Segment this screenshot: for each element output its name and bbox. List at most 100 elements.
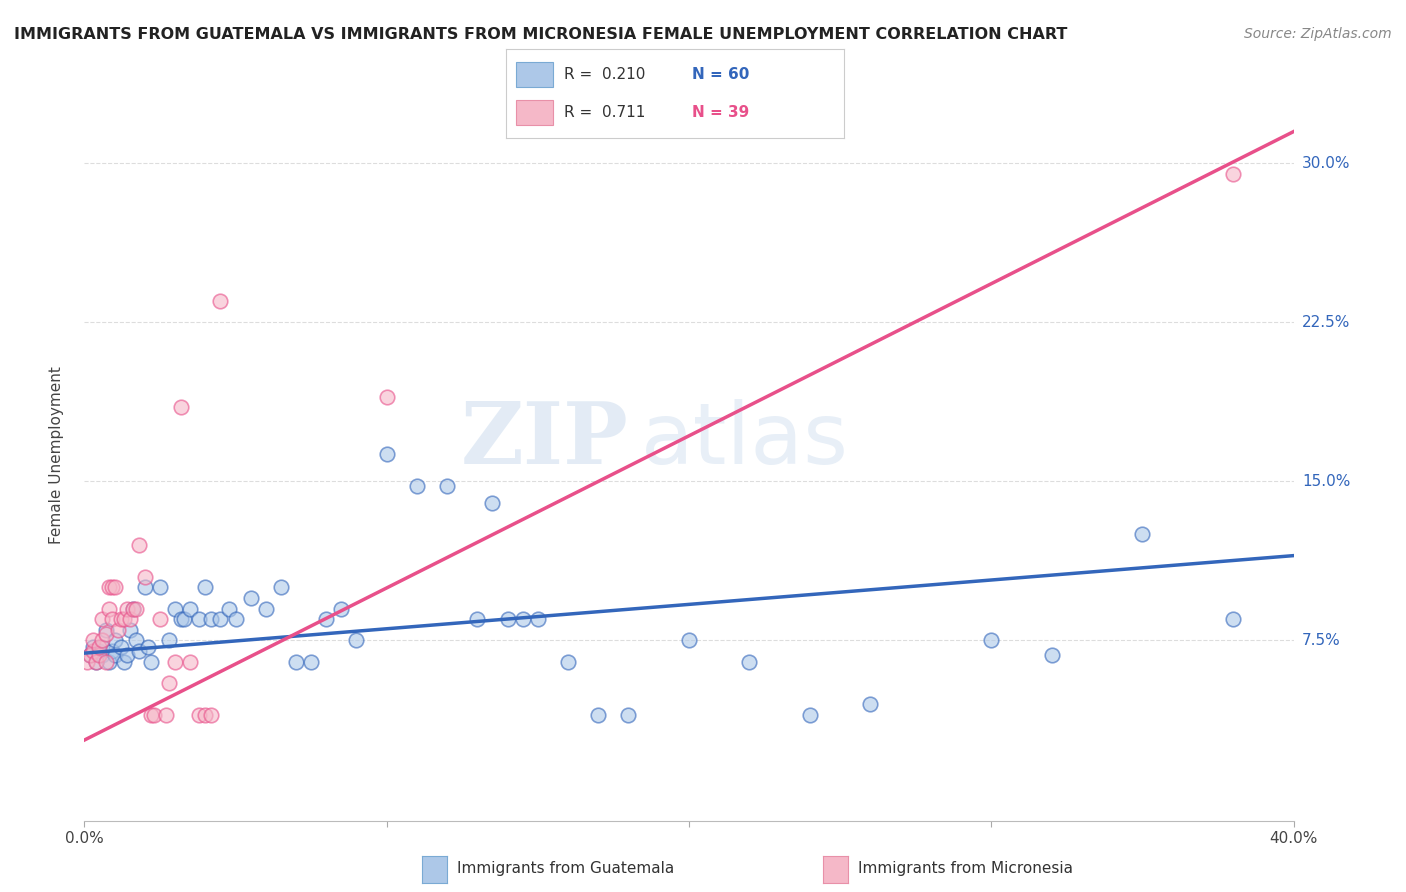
Point [79, 648, 101, 663]
Point [200, 707, 222, 722]
Point [100, 644, 122, 658]
Point [121, 601, 143, 615]
Text: N = 39: N = 39 [692, 105, 749, 120]
Point [91, 648, 114, 663]
Point [76, 655, 98, 669]
Point [209, 612, 232, 626]
Text: ZIP: ZIP [461, 399, 628, 483]
Point [125, 633, 148, 648]
Point [526, 612, 548, 626]
Point [91, 633, 114, 648]
Point [481, 495, 503, 509]
Point [94, 623, 117, 637]
Text: Immigrants from Micronesia: Immigrants from Micronesia [858, 862, 1073, 876]
Point [139, 707, 162, 722]
Point [188, 707, 211, 722]
Point [115, 648, 138, 663]
Point [112, 612, 135, 626]
Text: 7.5%: 7.5% [1302, 633, 1340, 648]
Point [125, 601, 148, 615]
Point [859, 697, 882, 711]
Point [157, 633, 180, 648]
Point [86, 655, 108, 669]
Point [346, 633, 368, 648]
Point [128, 538, 150, 552]
Point [799, 707, 821, 722]
Point [118, 623, 141, 637]
Point [104, 648, 127, 663]
Point [270, 581, 292, 595]
Point [97, 655, 120, 669]
Point [678, 633, 700, 648]
Point [467, 612, 489, 626]
Text: R =  0.711: R = 0.711 [564, 105, 645, 120]
Bar [516, 62, 554, 87]
Point [512, 612, 534, 626]
Point [100, 581, 122, 595]
Point [496, 612, 519, 626]
Text: 22.5%: 22.5% [1302, 315, 1350, 330]
Point [557, 655, 579, 669]
Point [134, 570, 156, 584]
Point [738, 655, 761, 669]
Point [200, 612, 222, 626]
Point [188, 612, 211, 626]
Point [128, 644, 150, 658]
Point [315, 612, 337, 626]
Point [194, 707, 217, 722]
Point [79, 648, 101, 663]
Point [588, 707, 610, 722]
Point [1222, 167, 1244, 181]
Point [218, 601, 240, 615]
Point [118, 612, 141, 626]
Point [170, 401, 193, 415]
Point [149, 581, 172, 595]
Point [299, 655, 322, 669]
Point [107, 623, 129, 637]
Point [89, 640, 111, 654]
Point [1222, 612, 1244, 626]
Point [82, 640, 104, 654]
Point [97, 581, 120, 595]
Point [225, 612, 247, 626]
Point [239, 591, 262, 605]
Point [284, 655, 308, 669]
Point [194, 581, 217, 595]
Text: Source: ZipAtlas.com: Source: ZipAtlas.com [1244, 27, 1392, 41]
Text: 15.0%: 15.0% [1302, 474, 1350, 489]
Point [142, 707, 165, 722]
Point [980, 633, 1002, 648]
Point [139, 655, 162, 669]
Point [173, 612, 195, 626]
Point [94, 655, 117, 669]
Point [97, 601, 120, 615]
Point [136, 640, 159, 654]
Point [82, 633, 104, 648]
Point [91, 612, 114, 626]
Point [89, 644, 111, 658]
Point [406, 478, 429, 492]
Point [86, 655, 108, 669]
Point [209, 294, 232, 309]
Point [617, 707, 640, 722]
Point [149, 612, 172, 626]
Point [330, 601, 353, 615]
Text: atlas: atlas [641, 399, 849, 482]
Text: R =  0.210: R = 0.210 [564, 67, 645, 82]
Point [94, 627, 117, 641]
Point [155, 707, 177, 722]
Point [82, 644, 104, 658]
Point [89, 648, 111, 663]
Point [436, 478, 458, 492]
Point [112, 655, 135, 669]
Point [179, 601, 201, 615]
Point [121, 601, 143, 615]
Point [163, 655, 186, 669]
Bar [516, 101, 554, 125]
Point [100, 612, 122, 626]
Point [157, 676, 180, 690]
Point [375, 390, 398, 404]
Point [1130, 527, 1153, 541]
Point [110, 640, 132, 654]
Point [110, 612, 132, 626]
